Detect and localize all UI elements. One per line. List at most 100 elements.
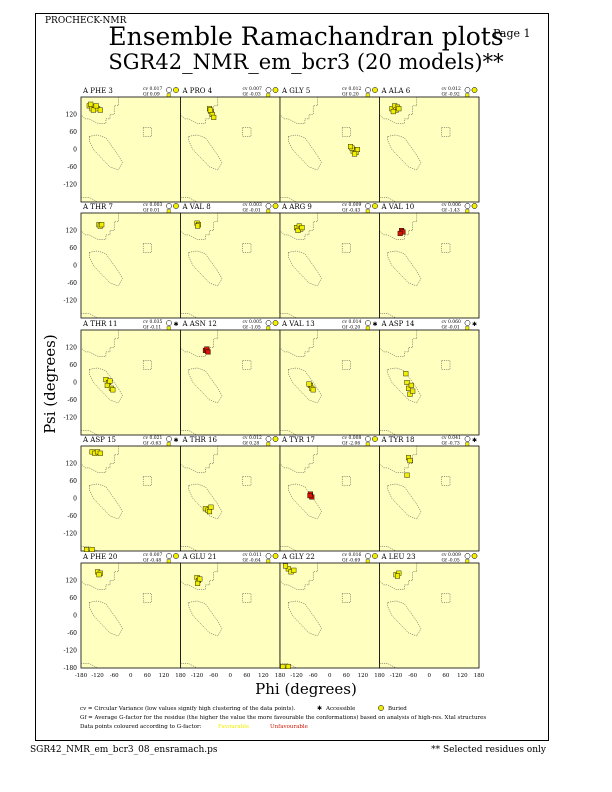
buried-icon xyxy=(173,87,179,93)
allowed-region xyxy=(379,562,418,590)
page-subtitle: SGR42_NMR_em_bcr3 (20 models)** xyxy=(108,50,504,74)
allowed-region xyxy=(80,96,119,124)
allowed-region xyxy=(441,243,451,253)
y-tick-label: 120 xyxy=(66,345,78,352)
allowed-region xyxy=(80,546,98,552)
gf-swatch xyxy=(166,442,171,447)
panel-gf: Gf -0.20 xyxy=(342,325,360,331)
data-point xyxy=(211,114,217,120)
panel-cv: cv 0.014 xyxy=(342,319,362,325)
buried-icon xyxy=(372,87,378,93)
gf-swatch xyxy=(166,559,171,564)
allowed-region xyxy=(341,476,351,486)
panel-gf: Gf -0.01 xyxy=(442,325,460,331)
allowed-region xyxy=(441,476,451,486)
panel-label: A GLY 22 xyxy=(281,553,315,561)
allowed-region xyxy=(341,243,351,253)
panel-label: A LEU 23 xyxy=(381,553,416,561)
allowed-region xyxy=(80,313,98,319)
cv-icon xyxy=(365,436,371,442)
data-point xyxy=(396,106,402,112)
allowed-region xyxy=(441,593,451,603)
y-tick-label: 120 xyxy=(66,461,78,468)
cv-icon xyxy=(365,203,371,209)
data-point xyxy=(404,472,410,478)
panel-plot-area xyxy=(379,212,480,319)
x-tick-label: -60 xyxy=(209,673,218,679)
allowed-region xyxy=(379,212,418,240)
gf-swatch xyxy=(166,93,171,98)
allowed-region xyxy=(242,243,252,253)
cv-icon xyxy=(464,320,471,326)
data-point xyxy=(285,664,291,670)
gf-swatch xyxy=(465,442,470,447)
y-tick-label: -180 xyxy=(64,665,78,672)
panel-plot-area xyxy=(279,562,380,669)
cv-icon xyxy=(365,320,371,326)
panel-label: A PHE 3 xyxy=(82,87,113,95)
allowed-region xyxy=(242,593,252,603)
panel-gf: Gf -0.03 xyxy=(243,92,261,98)
data-point xyxy=(397,230,403,236)
panel-plot-area xyxy=(80,445,181,552)
cv-icon xyxy=(464,553,471,559)
x-tick-label: 120 xyxy=(457,673,468,679)
cv-icon xyxy=(265,87,272,93)
panel-label: A ALA 6 xyxy=(381,87,411,95)
data-point xyxy=(208,504,214,510)
data-point xyxy=(390,109,396,115)
panel-gf: Gf -0.43 xyxy=(342,208,360,214)
allowed-region xyxy=(188,600,223,637)
y-tick-label: 60 xyxy=(69,478,77,485)
allowed-region xyxy=(89,483,123,520)
panel-cv: cv 0.011 xyxy=(243,552,263,558)
panel-label: A ARG 9 xyxy=(281,203,312,211)
cv-icon xyxy=(166,553,172,559)
data-point xyxy=(295,227,301,233)
x-tick-label: 120 xyxy=(159,673,170,679)
allowed-region xyxy=(379,197,397,203)
x-tick-label: 60 xyxy=(442,673,449,679)
y-tick-label: -60 xyxy=(67,164,77,171)
x-axis-label: Phi (degrees) xyxy=(255,680,357,698)
panel-label: A ASP 15 xyxy=(82,436,116,444)
data-point xyxy=(96,572,102,578)
data-point xyxy=(207,107,213,113)
panel-label: A THR 7 xyxy=(82,203,113,211)
y-tick-label: -120 xyxy=(64,648,78,655)
allowed-region xyxy=(80,562,119,590)
allowed-region xyxy=(180,663,198,669)
panel-plot-area xyxy=(80,212,181,319)
allowed-region xyxy=(242,360,252,370)
allowed-region xyxy=(142,127,152,137)
panel-label: A THR 16 xyxy=(182,436,218,444)
gf-swatch xyxy=(365,209,370,214)
page-number: Page 1 xyxy=(493,27,531,40)
allowed-region xyxy=(180,313,198,319)
allowed-region xyxy=(142,243,152,253)
panel-cv: cv 0.016 xyxy=(342,552,362,558)
x-tick-label: 180 xyxy=(175,673,186,679)
buried-icon xyxy=(471,203,478,209)
gf-swatch xyxy=(365,93,370,98)
allowed-region xyxy=(441,360,451,370)
panel-gf: Gf -0.64 xyxy=(243,558,261,564)
allowed-region xyxy=(80,430,98,436)
allowed-region xyxy=(80,197,98,203)
footer-filename: SGR42_NMR_em_bcr3_08_ensramach.ps xyxy=(30,745,218,755)
allowed-region xyxy=(387,367,422,404)
allowed-region xyxy=(142,360,152,370)
panel-gf: Gf -1.05 xyxy=(243,325,261,331)
gf-swatch xyxy=(266,559,271,564)
panel-gf: Gf -0.05 xyxy=(442,558,460,564)
x-tick-label: 0 xyxy=(328,673,332,679)
data-point xyxy=(107,378,113,384)
panel-label: A GLY 5 xyxy=(281,87,310,95)
allowed-region xyxy=(279,445,318,473)
allowed-region xyxy=(188,134,223,171)
allowed-region xyxy=(379,96,418,124)
allowed-region xyxy=(279,562,318,590)
x-tick-label: -120 xyxy=(191,673,204,679)
buried-icon xyxy=(272,87,279,93)
cv-icon xyxy=(365,553,371,559)
